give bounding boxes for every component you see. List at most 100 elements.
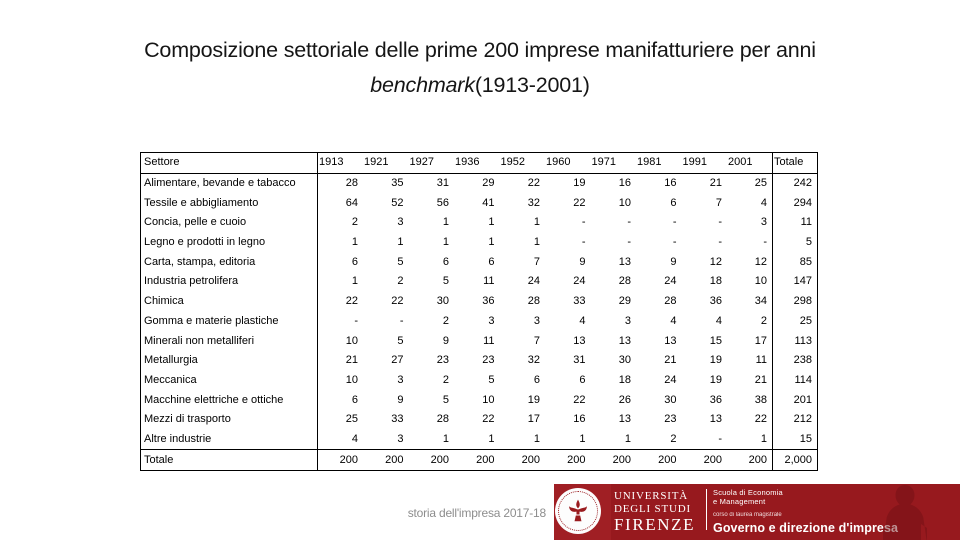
value-cell: 18: [709, 275, 722, 288]
value-cell: 200: [499, 449, 545, 471]
value-cell: 25: [754, 177, 767, 190]
value-cell: 41: [482, 196, 495, 209]
table-row: Gomma e materie plastiche - - 2 3 3 4 3 4 4 2 25: [140, 311, 818, 332]
value-cell: 35: [391, 177, 404, 190]
value-cell: 3: [397, 432, 404, 445]
value-cell: -: [672, 216, 677, 229]
row-total-cell: 11: [772, 213, 818, 233]
table-row: Legno e prodotti in legno 1 1 1 1 1- - - - -5: [140, 232, 818, 253]
row-total-cell: 238: [772, 350, 818, 371]
table-row: Meccanica 10 3 2 5 6 6 18 24 19 21 114: [140, 370, 818, 391]
table-row: Carta, stampa, editoria 6 5 6 6 7 9 13 9 12 12 85: [140, 252, 818, 273]
statue-watermark-icon: [875, 484, 935, 540]
value-cell: 1: [624, 432, 631, 445]
value-cell: 22: [527, 177, 540, 190]
table-header-row: Settore 1913 1921 1927 1936 1952 1960 1971 1981 1…: [140, 152, 818, 174]
value-cell: 18: [618, 373, 631, 386]
unifi-seal-icon: [555, 488, 601, 534]
value-cell: 2: [442, 314, 449, 327]
value-cell: 4: [760, 196, 767, 209]
value-cell: 10: [482, 393, 495, 406]
value-cell: 24: [664, 275, 677, 288]
value-cell: 23: [436, 354, 449, 367]
value-cell: 1: [488, 216, 495, 229]
row-total-cell: 212: [772, 409, 818, 430]
row-total-cell: 15: [772, 429, 818, 450]
value-cell: 3: [488, 314, 495, 327]
value-cell: 13: [618, 255, 631, 268]
value-cell: 12: [754, 255, 767, 268]
sector-table-container: Settore 1913 1921 1927 1936 1952 1960 1971 1981 1…: [140, 152, 818, 471]
column-header-year: 1981: [636, 152, 682, 174]
value-cell: 3: [760, 216, 767, 229]
sector-label-cell: Legno e prodotti in legno: [140, 232, 318, 253]
row-total-cell: 114: [772, 370, 818, 391]
column-header-year: 1927: [408, 152, 454, 174]
slide-title: Composizione settoriale delle prime 200 …: [0, 33, 960, 103]
value-cell: 6: [442, 255, 449, 268]
value-cell: -: [763, 236, 767, 249]
sector-label-cell: Macchine elettriche e ottiche: [140, 390, 318, 410]
statue-silhouette: [883, 485, 927, 540]
school-name-line1: Scuola di Economia: [713, 488, 783, 497]
value-cell: -: [581, 236, 586, 249]
value-cell: 32: [527, 354, 540, 367]
sector-label-cell: Minerali non metalliferi: [140, 331, 318, 351]
value-cell: 3: [533, 314, 540, 327]
value-cell: 28: [527, 295, 540, 308]
value-cell: 13: [664, 334, 677, 347]
value-cell: 1: [488, 432, 495, 445]
value-cell: 17: [754, 334, 767, 347]
value-cell: 31: [573, 354, 586, 367]
value-cell: -: [718, 236, 722, 249]
value-cell: -: [672, 236, 677, 249]
value-cell: 1: [533, 236, 540, 249]
value-cell: 28: [345, 177, 358, 190]
value-cell: 24: [664, 373, 677, 386]
value-cell: 1: [442, 216, 449, 229]
value-cell: 3: [397, 373, 404, 386]
row-total-cell: 147: [772, 272, 818, 292]
value-cell: 22: [573, 393, 586, 406]
value-cell: 22: [754, 413, 767, 426]
value-cell: 11: [483, 275, 495, 288]
value-cell: 26: [618, 393, 631, 406]
value-cell: 2: [760, 314, 767, 327]
value-cell: 21: [709, 177, 722, 190]
value-cell: 4: [579, 314, 586, 327]
row-total-cell: 242: [772, 173, 818, 194]
row-total-cell: 298: [772, 291, 818, 312]
value-cell: 6: [351, 393, 358, 406]
sector-label-cell: Concia, pelle e cuoio: [140, 213, 318, 233]
sector-label-cell: Carta, stampa, editoria: [140, 252, 318, 273]
value-cell: 30: [618, 354, 631, 367]
value-cell: 22: [573, 196, 586, 209]
sector-label-cell: Industria petrolifera: [140, 272, 318, 292]
row-total-cell: 25: [772, 311, 818, 332]
value-cell: 6: [533, 373, 540, 386]
sector-label-cell: Gomma e materie plastiche: [140, 311, 318, 332]
university-name-block: UNIVERSITÀ DEGLI STUDI FIRENZE: [614, 490, 695, 534]
value-cell: 5: [442, 275, 449, 288]
value-cell: 6: [351, 255, 358, 268]
sector-label-cell: Meccanica: [140, 370, 318, 391]
column-header-settore: Settore: [140, 152, 318, 174]
column-header-totale: Totale: [772, 152, 818, 174]
column-header-year: 1936: [454, 152, 500, 174]
value-cell: 64: [345, 196, 358, 209]
slide-title-benchmark: benchmark: [370, 73, 475, 97]
value-cell: 2: [670, 432, 677, 445]
value-cell: 22: [391, 295, 404, 308]
value-cell: 200: [545, 449, 591, 471]
value-cell: 13: [573, 334, 586, 347]
table-row: Industria petrolifera 1 2 5 11 24 24 28 24 18 10 14…: [140, 272, 818, 292]
value-cell: 6: [670, 196, 677, 209]
university-name-line2: DEGLI STUDI: [614, 502, 691, 515]
value-cell: 200: [636, 449, 682, 471]
column-header-year: 1952: [499, 152, 545, 174]
value-cell: -: [399, 314, 404, 327]
value-cell: 3: [624, 314, 631, 327]
value-cell: 5: [488, 373, 495, 386]
table-row: Tessile e abbigliamento 64 52 56 41 32 22 10 6 7 4…: [140, 193, 818, 214]
